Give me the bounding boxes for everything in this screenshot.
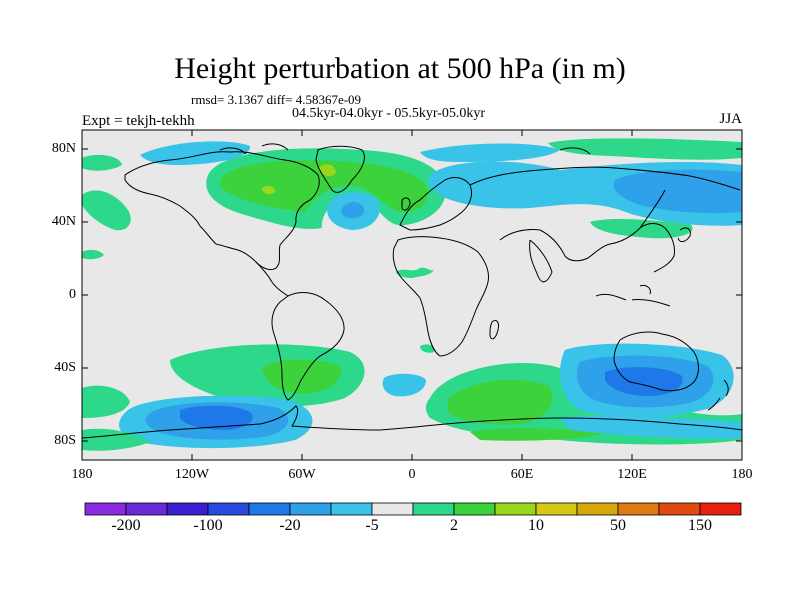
coast-asia <box>469 166 741 273</box>
colorbar-segment <box>494 502 537 516</box>
lat-label-80s: 80S <box>54 433 76 448</box>
coast-south-america <box>271 292 345 401</box>
colorbar-label: -5 <box>365 517 379 534</box>
colorbar-segment <box>84 502 127 516</box>
period-line: 04.5kyr-04.0kyr - 05.5kyr-05.0kyr <box>292 106 486 121</box>
contour-npacific-green-2 <box>82 249 104 260</box>
lat-label-80n: 80N <box>51 141 76 156</box>
coast-uk <box>401 197 411 211</box>
colorbar-segment <box>371 502 414 516</box>
contour-antarctic-blue <box>560 415 742 439</box>
lat-label-40n: 40N <box>51 214 76 229</box>
colorbar-label: -200 <box>111 517 141 534</box>
contour-spacific-blue-deep <box>180 405 253 430</box>
lat-ticks <box>82 148 742 442</box>
coast-indonesia <box>595 285 671 307</box>
colorbar-segment <box>289 502 332 516</box>
coast-madagascar <box>489 319 499 340</box>
contour-arctic-green-left <box>82 154 122 171</box>
colorbar <box>84 502 742 516</box>
contour-aus-blue-deep <box>605 367 683 396</box>
contour-tropical-green <box>396 267 434 278</box>
contour-lime-patch <box>318 164 336 177</box>
contour-na-inner-green <box>219 160 429 213</box>
colorbar-segment <box>330 502 373 516</box>
contour-sindian-green-inner <box>448 379 553 425</box>
coast-north-america <box>124 151 320 271</box>
stats-line: rmsd= 3.1367 diff= 4.58367e-09 <box>191 92 362 107</box>
lon-label-180-left: 180 <box>71 467 93 482</box>
contour-sw-green <box>82 385 130 418</box>
contour-satlantic-blue <box>382 373 426 397</box>
coast-africa <box>392 236 489 357</box>
lon-label-120e: 120E <box>617 467 647 482</box>
lon-ticks <box>191 130 633 460</box>
contour-pacific-green-strip <box>590 218 693 239</box>
colorbar-label: 50 <box>610 517 626 534</box>
colorbar-label: 10 <box>528 517 544 534</box>
contour-sw-green-2 <box>82 428 150 451</box>
coastlines <box>82 143 742 439</box>
colorbar-segment <box>125 502 168 516</box>
contour-atlantic-blue-inner <box>341 202 365 219</box>
colorbar-segment <box>699 502 742 516</box>
colorbar-label: -20 <box>279 517 301 534</box>
coast-japan <box>677 227 691 243</box>
contour-sindian-green-inner-2 <box>470 428 610 441</box>
colorbar-segment <box>207 502 250 516</box>
contour-arctic-blue-2 <box>420 143 560 162</box>
lon-label-0: 0 <box>408 467 416 482</box>
colorbar-segment <box>535 502 578 516</box>
coast-central-america <box>255 261 289 297</box>
colorbar-segment <box>658 502 701 516</box>
experiment-line: Expt = tekjh-tekhh <box>82 113 195 129</box>
colorbar-label: 2 <box>450 517 458 534</box>
colorbar-segment <box>166 502 209 516</box>
coast-new-zealand <box>707 379 729 411</box>
colorbar-label: 150 <box>688 517 712 534</box>
colorbar-label: -100 <box>193 517 223 534</box>
lat-label-0: 0 <box>69 287 76 302</box>
colorbar-segment <box>453 502 496 516</box>
colorbar-segment <box>576 502 619 516</box>
contour-arctic-blue <box>140 141 251 166</box>
coast-europe <box>399 177 473 231</box>
colorbar-segment <box>617 502 660 516</box>
lon-label-60w: 60W <box>288 467 316 482</box>
coast-arctic-islands <box>219 143 591 155</box>
coast-greenland <box>315 145 365 193</box>
lon-label-60e: 60E <box>510 467 534 482</box>
colorbar-segment <box>412 502 455 516</box>
contour-eurasia-green <box>548 138 742 160</box>
lon-label-120w: 120W <box>174 467 210 482</box>
contour-npacific-green <box>82 190 131 231</box>
coast-antarctica <box>82 405 742 439</box>
map-title: Height perturbation at 500 hPa (in m) <box>174 52 626 85</box>
coast-australia <box>613 331 699 392</box>
lat-label-40s: 40S <box>54 360 76 375</box>
lon-label-180-right: 180 <box>731 467 753 482</box>
contour-atlantic-eq-green <box>420 344 435 353</box>
colorbar-segment <box>248 502 291 516</box>
coast-india <box>529 239 553 283</box>
contour-lime-patch-2 <box>262 185 276 195</box>
season-label: JJA <box>719 111 742 127</box>
